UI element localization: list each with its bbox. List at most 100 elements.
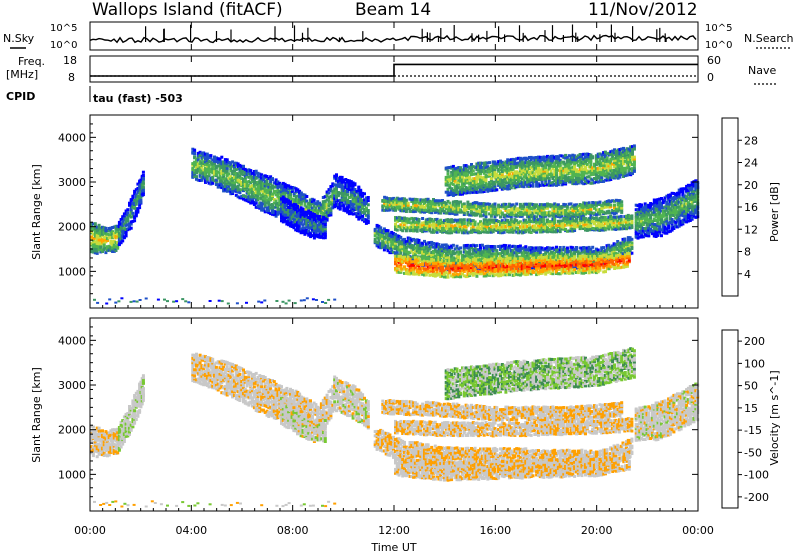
- power-echo-cell: [276, 206, 280, 210]
- power-echo-cell: [421, 210, 425, 214]
- power-echo-cell: [364, 198, 368, 202]
- power-echo-cell: [620, 200, 624, 204]
- power-echo-cell: [269, 212, 273, 216]
- power-echo-cell: [90, 226, 93, 230]
- power-echo-cell: [227, 164, 231, 168]
- power-echo-cell: [116, 240, 120, 244]
- power-echo-cell: [213, 157, 216, 161]
- power-echo-cell: [459, 210, 463, 214]
- power-echo-cell: [121, 231, 125, 235]
- power-echo-cell: [351, 209, 355, 212]
- power-echo-cell: [234, 188, 238, 192]
- power-echo-cell: [243, 180, 247, 183]
- power-echo-cell: [361, 210, 365, 214]
- power-echo-cell: [495, 249, 499, 253]
- power-echo-cell: [419, 202, 423, 206]
- power-echo-cell: [119, 225, 123, 229]
- power-echo-cell: [319, 208, 323, 212]
- power-echo-cell: [202, 153, 206, 157]
- power-echo-cell: [630, 214, 634, 218]
- power-echo-cell: [278, 203, 282, 207]
- power-echo-cell: [249, 201, 253, 205]
- power-echo-cell: [296, 200, 300, 204]
- power-echo-cell: [267, 193, 271, 197]
- power-echo-cell: [134, 199, 138, 202]
- power-echo-cell: [340, 203, 344, 207]
- power-echo-cell: [281, 188, 285, 192]
- power-echo-cell: [430, 206, 434, 210]
- power-echo-cell: [220, 172, 224, 176]
- power-echo-cell: [303, 196, 307, 200]
- power-echo-cell: [444, 205, 448, 209]
- power-echo-cell: [333, 200, 337, 204]
- power-echo-cell: [303, 193, 307, 197]
- power-echo-cell: [136, 188, 140, 192]
- power-echo-cell: [198, 179, 202, 182]
- power-echo-cell: [307, 226, 311, 230]
- power-echo-cell: [311, 226, 314, 229]
- power-echo-cell: [254, 205, 258, 209]
- power-echo-cell: [323, 199, 327, 203]
- power-echo-cell: [470, 211, 473, 215]
- power-echo-cell: [287, 196, 291, 200]
- power-echo-cell: [93, 229, 97, 233]
- power-echo-cell: [357, 201, 361, 205]
- nsky-trace: [89, 34, 697, 44]
- power-echo-cell: [254, 175, 258, 179]
- power-echo-cell: [265, 181, 269, 184]
- power-echo-cell: [297, 223, 301, 227]
- power-echo-cell: [417, 218, 421, 221]
- power-echo-cell: [227, 181, 231, 185]
- power-echo-cell: [198, 160, 202, 164]
- power-echo-cell: [464, 209, 468, 212]
- power-echo-cell: [141, 185, 145, 189]
- power-echo-cell: [205, 177, 209, 181]
- power-echo-cell: [207, 181, 211, 185]
- power-echo-cell: [193, 160, 197, 164]
- power-echo-cell: [361, 206, 365, 210]
- power-echo-cell: [251, 177, 254, 181]
- power-echo-cell: [236, 186, 240, 190]
- power-echo-cell: [303, 226, 307, 230]
- power-echo-cell: [390, 201, 394, 204]
- power-echo-cell: [104, 226, 108, 230]
- power-echo-cell: [114, 226, 118, 230]
- power-echo-cell: [280, 187, 283, 191]
- power-echo-cell: [218, 167, 222, 171]
- power-echo-cell: [450, 204, 454, 208]
- power-echo-cell: [267, 185, 271, 189]
- power-echo-cell: [121, 221, 125, 225]
- power-echo-cell: [408, 197, 412, 201]
- power-echo-cell: [296, 215, 299, 219]
- power-echo-cell: [338, 191, 342, 195]
- power-echo-cell: [202, 162, 206, 165]
- station-title: Wallops Island (fitACF): [92, 0, 283, 20]
- power-echo-cell: [444, 201, 448, 205]
- power-echo-cell: [310, 206, 314, 210]
- power-echo-cell: [133, 215, 137, 219]
- power-echo-cell: [119, 230, 123, 234]
- power-echo-cell: [439, 211, 443, 215]
- power-echo-cell: [364, 213, 368, 217]
- power-echo-cell: [323, 220, 327, 224]
- power-echo-cell: [126, 217, 130, 221]
- power-echo-cell: [274, 199, 278, 203]
- power-echo-cell: [218, 181, 222, 185]
- power-echo-cell: [290, 217, 294, 221]
- power-echo-cell: [205, 152, 209, 156]
- power-echo-cell: [336, 203, 340, 207]
- power-echo-cell: [229, 192, 233, 196]
- power-echo-cell: [283, 188, 287, 192]
- power-echo-cell: [309, 202, 312, 206]
- power-echo-cell: [236, 165, 240, 168]
- power-echo-cell: [133, 189, 137, 193]
- power-echo-cell: [260, 201, 264, 205]
- power-echo-cell: [196, 151, 200, 155]
- power-echo-cell: [251, 197, 254, 201]
- power-echo-cell: [346, 182, 350, 186]
- power-echo-cell: [117, 234, 121, 238]
- power-echo-cell: [329, 185, 333, 188]
- power-echo-cell: [101, 248, 104, 252]
- power-echo-cell: [263, 191, 267, 195]
- power-echo-cell: [265, 175, 269, 178]
